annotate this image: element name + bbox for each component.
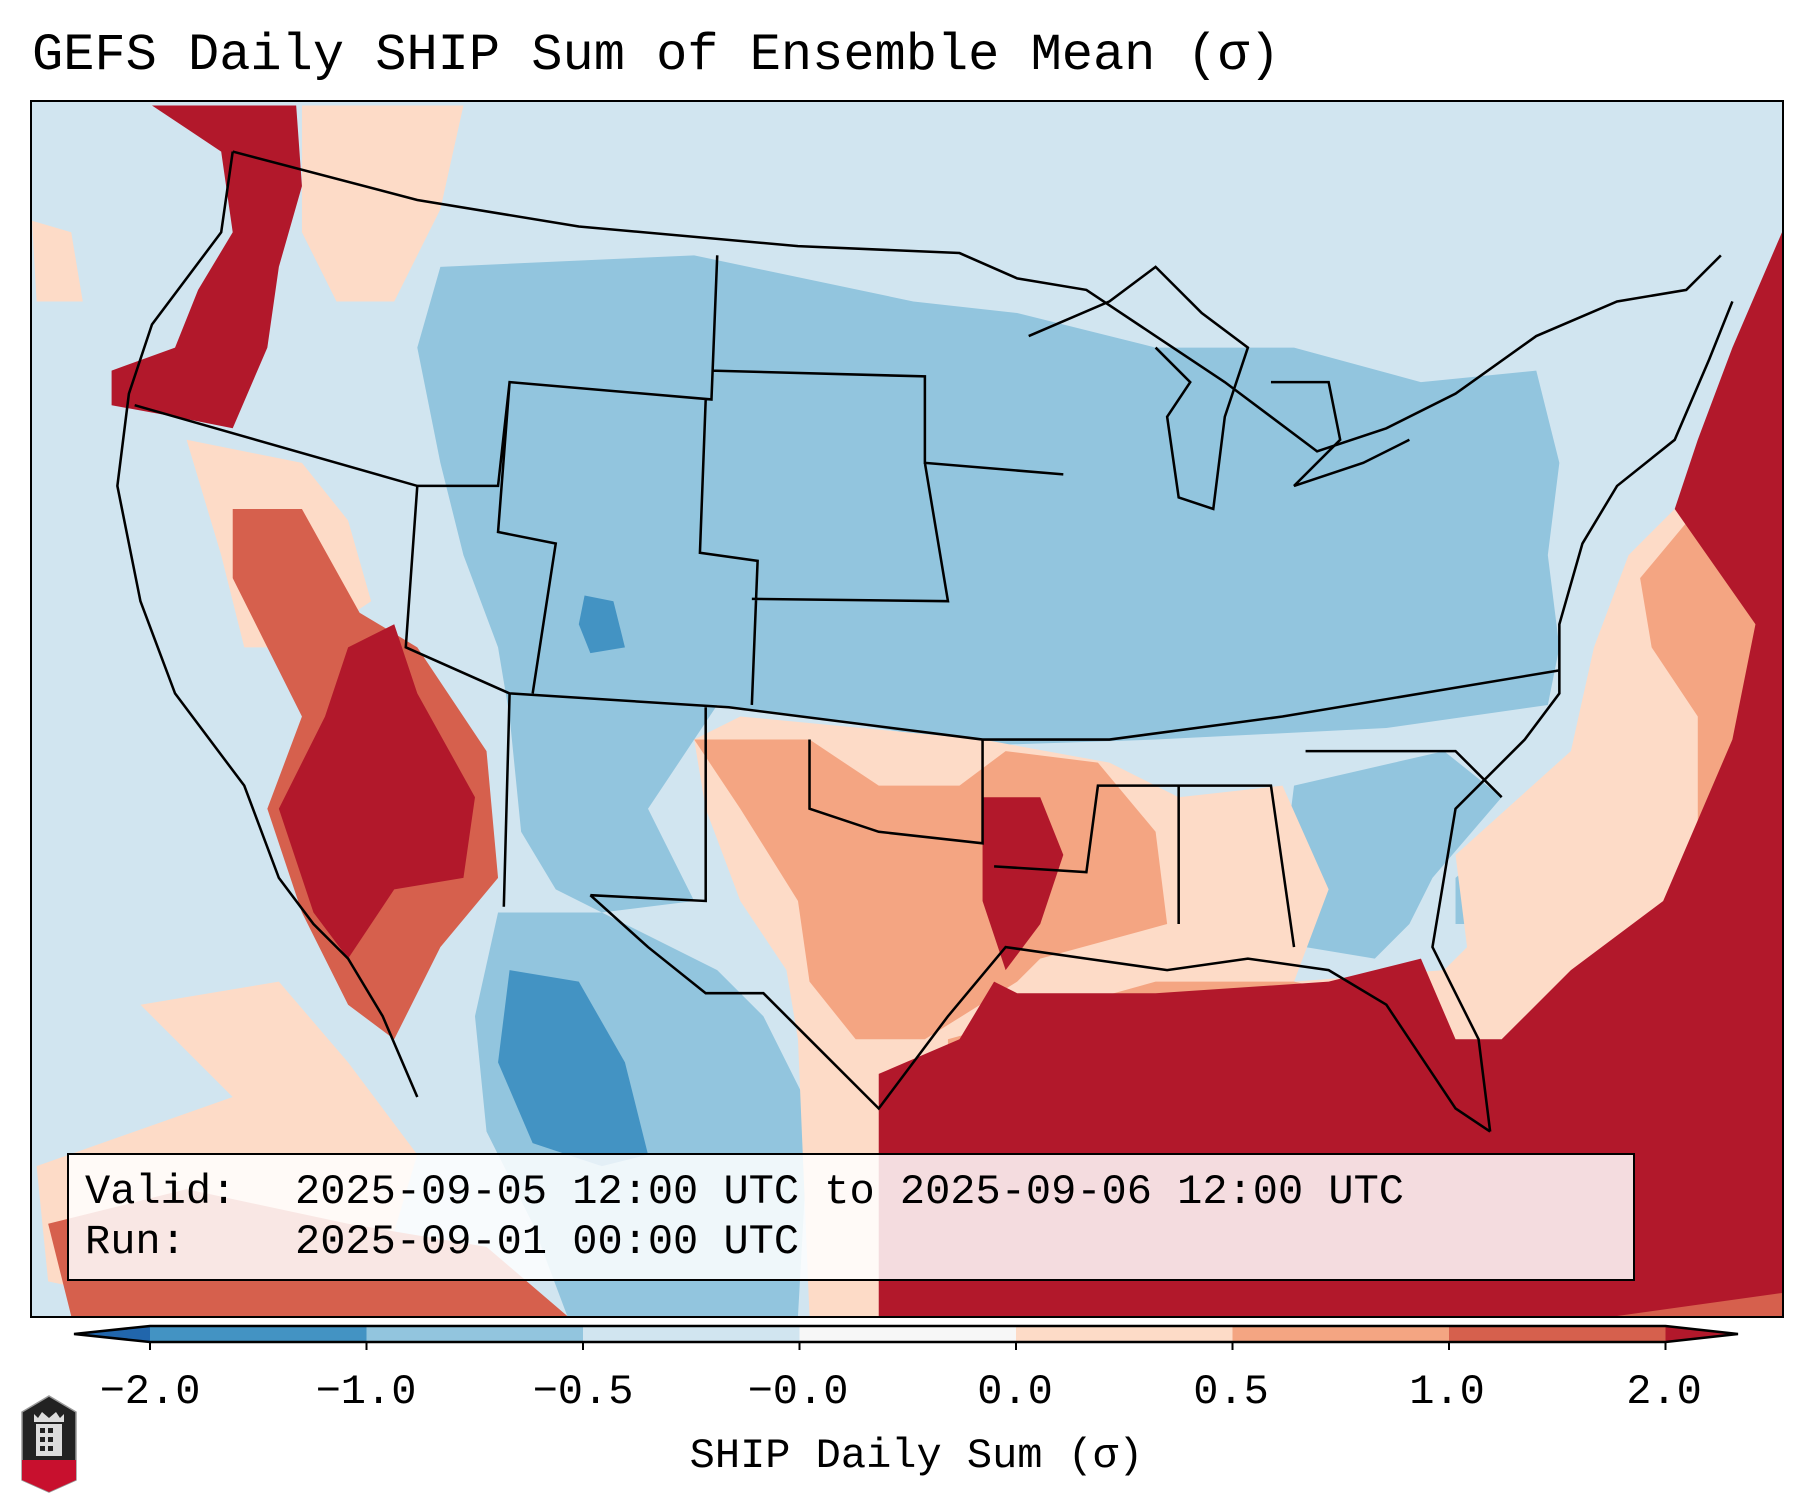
field-peach-nw xyxy=(301,105,464,302)
ship-field-map xyxy=(32,102,1782,1316)
great-lakes xyxy=(1028,265,1410,511)
field-darkblue-mexico xyxy=(498,970,649,1167)
tick-label: −0.0 xyxy=(747,1368,849,1416)
field-peach-west xyxy=(32,220,418,1316)
colorbar-segment xyxy=(583,1326,800,1342)
valid-run-info-box: Valid: 2025-09-05 12:00 UTC to 2025-09-06… xyxy=(67,1153,1635,1281)
field-red-pacific-nw xyxy=(111,105,302,429)
valid-row: Valid: 2025-09-05 12:00 UTC to 2025-09-06… xyxy=(85,1167,1617,1217)
east-coast xyxy=(1431,300,1734,1132)
colorbar-extend-high xyxy=(1665,1326,1738,1342)
field-darkblue-colorado xyxy=(578,595,625,654)
tick-label: −2.0 xyxy=(99,1368,201,1416)
field-blue-southeast xyxy=(1282,751,1502,959)
colorbar-segment xyxy=(1016,1326,1233,1342)
tick-label: −1.0 xyxy=(315,1368,417,1416)
boundary-lines xyxy=(116,150,1734,1133)
colorbar-extend-low xyxy=(74,1326,150,1342)
colorbar-segment xyxy=(1449,1326,1666,1342)
colorbar-segment xyxy=(366,1326,584,1342)
tick-label: 0.5 xyxy=(1193,1368,1269,1416)
colorbar-segment xyxy=(1232,1326,1450,1342)
tick-label: 0.0 xyxy=(977,1368,1053,1416)
gulf-coast xyxy=(589,894,1491,1133)
run-value: 2025-09-01 00:00 UTC xyxy=(295,1218,800,1266)
valid-label: Valid: xyxy=(85,1168,237,1216)
state-lines-south xyxy=(502,693,1503,948)
run-label: Run: xyxy=(85,1218,186,1266)
west-coast xyxy=(116,151,419,1098)
field-red-gulf-east xyxy=(878,232,1782,1316)
state-lines-north xyxy=(134,255,1560,741)
field-salmon-south xyxy=(694,739,1168,1040)
tick-label: 1.0 xyxy=(1409,1368,1485,1416)
colorbar xyxy=(73,1324,1739,1350)
tick-label: −0.5 xyxy=(532,1368,634,1416)
us-canada-border xyxy=(232,150,1722,453)
chart-title: GEFS Daily SHIP Sum of Ensemble Mean (σ) xyxy=(32,26,1281,85)
colorbar-segment xyxy=(150,1326,367,1342)
niu-logo xyxy=(21,1395,77,1493)
run-row: Run: 2025-09-01 00:00 UTC xyxy=(85,1217,1617,1267)
colorbar-label: SHIP Daily Sum (σ) xyxy=(689,1432,1144,1480)
field-red-arklatex xyxy=(982,797,1064,971)
colorbar-segment xyxy=(799,1326,1017,1342)
tick-label: 2.0 xyxy=(1626,1368,1702,1416)
field-red-southwest xyxy=(278,624,475,959)
valid-value: 2025-09-05 12:00 UTC to 2025-09-06 12:00… xyxy=(295,1168,1404,1216)
map-panel xyxy=(30,100,1784,1318)
